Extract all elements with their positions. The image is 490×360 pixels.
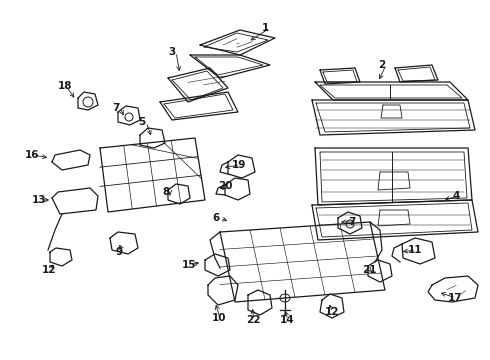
- Text: 13: 13: [32, 195, 47, 205]
- Text: 4: 4: [452, 191, 460, 201]
- Text: 3: 3: [168, 47, 175, 57]
- Text: 7: 7: [112, 103, 120, 113]
- Text: 6: 6: [212, 213, 219, 223]
- Text: 21: 21: [362, 265, 376, 275]
- Text: 8: 8: [162, 187, 169, 197]
- Text: 9: 9: [115, 247, 122, 257]
- Text: 20: 20: [218, 181, 232, 191]
- Text: 10: 10: [212, 313, 226, 323]
- Text: 1: 1: [262, 23, 269, 33]
- Text: 17: 17: [448, 293, 463, 303]
- Text: 16: 16: [25, 150, 40, 160]
- Text: 14: 14: [280, 315, 294, 325]
- Text: 11: 11: [408, 245, 422, 255]
- Text: 12: 12: [42, 265, 56, 275]
- Text: 12: 12: [325, 307, 340, 317]
- Text: 22: 22: [246, 315, 261, 325]
- Text: 2: 2: [378, 60, 385, 70]
- Text: 15: 15: [182, 260, 196, 270]
- Text: 5: 5: [138, 117, 145, 127]
- Text: 18: 18: [58, 81, 73, 91]
- Text: 7: 7: [348, 217, 355, 227]
- Text: 19: 19: [232, 160, 246, 170]
